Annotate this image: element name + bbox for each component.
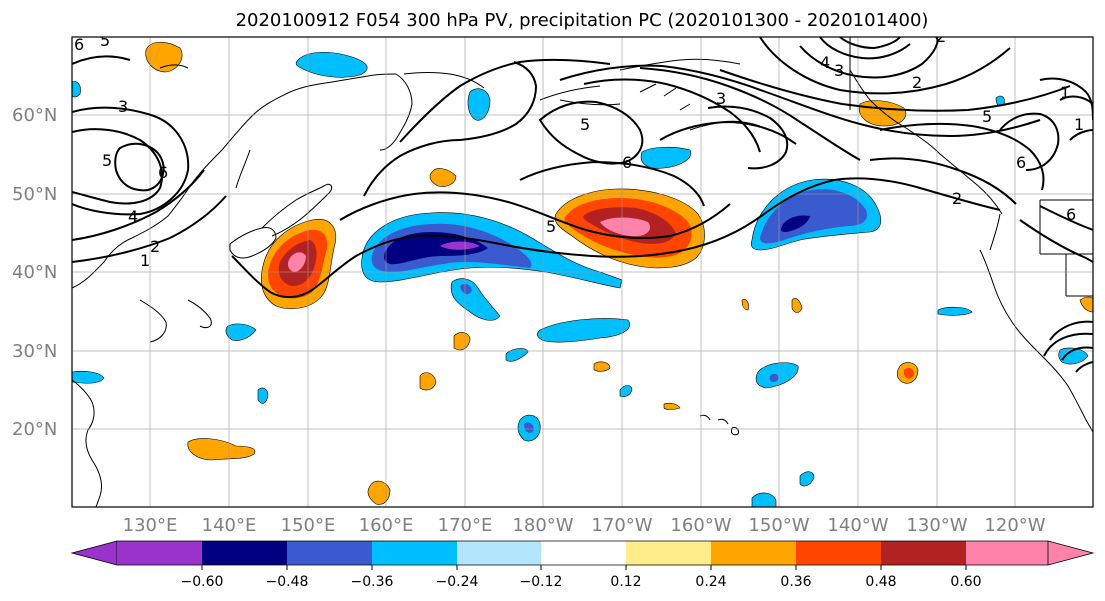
contour-label: 5 — [546, 217, 556, 236]
contour-label: 5 — [982, 107, 992, 126]
contour-label: 2 — [936, 27, 946, 46]
contour-label: 6 — [622, 153, 632, 172]
colorbar-tick-label: 0.36 — [780, 574, 811, 590]
contour-label: 2 — [912, 73, 922, 92]
precip-positive-anomalies — [145, 41, 1093, 505]
colorbar-segment — [796, 541, 881, 565]
colorbar-segment — [966, 541, 1048, 565]
contour-label: 6 — [74, 35, 84, 54]
latitude-labels: 60°N 50°N 40°N 30°N 20°N — [12, 105, 57, 440]
contour-label: 1 — [1060, 83, 1070, 102]
lat-label: 60°N — [12, 105, 57, 126]
colorbar-tick-label: 0.48 — [865, 574, 896, 590]
lon-label: 120°W — [984, 515, 1045, 536]
contour-labels: 5 3 4 5 6 2 6 6 6 5 4 3 2 3 5 1 5 6 2 1 … — [74, 27, 1084, 270]
colorbar-segment — [541, 541, 626, 565]
colorbar-segment — [117, 541, 202, 565]
contour-label: 6 — [1066, 205, 1076, 224]
colorbar-extend-high — [1047, 540, 1095, 566]
lon-label: 130°E — [123, 515, 178, 536]
lat-label: 20°N — [12, 419, 57, 440]
lat-label: 30°N — [12, 341, 57, 362]
colorbar-tick-label: 0.24 — [695, 574, 726, 590]
colorbar-tick-label: −0.48 — [266, 574, 309, 590]
contour-label: 3 — [716, 89, 726, 108]
lon-label: 160°W — [670, 515, 731, 536]
lon-label: 140°E — [202, 515, 257, 536]
contour-label: 2 — [952, 189, 962, 208]
colorbar-segment — [881, 541, 966, 565]
lat-label: 40°N — [12, 262, 57, 283]
longitude-labels: 130°E 140°E 150°E 160°E 170°E 180°W 170°… — [123, 515, 1046, 536]
contour-label: 3 — [118, 97, 128, 116]
pv-contours — [72, 37, 1093, 373]
contour-label: 1 — [1074, 115, 1084, 134]
contour-label: 5 — [102, 151, 112, 170]
contour-label: 2 — [150, 237, 160, 256]
colorbar-tick-label: −0.60 — [181, 574, 224, 590]
contour-label: 4 — [820, 53, 830, 72]
contour-label: 1 — [140, 251, 150, 270]
colorbar-segment — [457, 541, 541, 565]
colorbar-ticks — [201, 565, 967, 570]
lon-label: 170°W — [591, 515, 652, 536]
contour-label: 3 — [834, 61, 844, 80]
figure-title: 2020100912 F054 300 hPa PV, precipitatio… — [236, 10, 929, 31]
contour-label: 6 — [158, 163, 168, 182]
colorbar: −0.60 −0.48 −0.36 −0.24 −0.12 0.12 0.24 … — [70, 540, 1095, 590]
lon-label: 150°E — [281, 515, 336, 536]
lon-label: 150°W — [748, 515, 809, 536]
colorbar-tick-label: −0.36 — [351, 574, 394, 590]
colorbar-segment — [202, 541, 287, 565]
colorbar-segment — [372, 541, 457, 565]
lon-label: 180°W — [512, 515, 573, 536]
lat-label: 50°N — [12, 184, 57, 205]
coastlines — [72, 37, 1093, 507]
map-layers: 5 3 4 5 6 2 6 6 6 5 4 3 2 3 5 1 5 6 2 1 … — [72, 27, 1093, 507]
contour-label: 4 — [128, 207, 138, 226]
colorbar-tick-label: 0.60 — [950, 574, 981, 590]
contour-label: 6 — [1016, 153, 1026, 172]
lon-label: 170°E — [438, 515, 493, 536]
colorbar-tick-label: 0.12 — [610, 574, 641, 590]
lon-label: 160°E — [359, 515, 414, 536]
map-frame — [71, 36, 1094, 508]
contour-label: 5 — [580, 115, 590, 134]
colorbar-segment — [711, 541, 796, 565]
colorbar-segment — [626, 541, 711, 565]
lon-label: 140°W — [827, 515, 888, 536]
contour-label: 5 — [100, 31, 110, 50]
colorbar-extend-low — [70, 540, 118, 566]
precip-negative-anomalies — [72, 51, 1089, 507]
lon-label: 130°W — [906, 515, 967, 536]
colorbar-segment — [287, 541, 372, 565]
colorbar-tick-label: −0.12 — [520, 574, 563, 590]
colorbar-tick-label: −0.24 — [436, 574, 479, 590]
